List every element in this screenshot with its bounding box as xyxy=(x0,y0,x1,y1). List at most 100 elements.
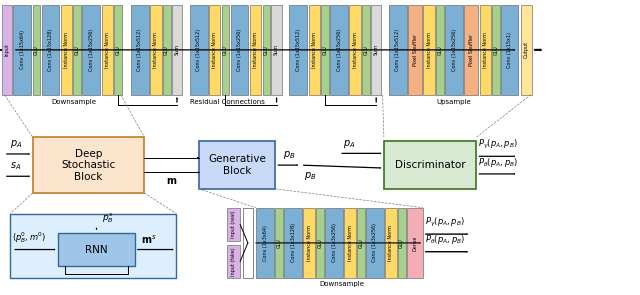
FancyBboxPatch shape xyxy=(321,5,329,95)
Text: $\mathbf{m}$: $\mathbf{m}$ xyxy=(166,176,177,186)
Text: Conv (1x15x256): Conv (1x15x256) xyxy=(452,29,456,71)
Text: $p_A$: $p_A$ xyxy=(342,137,355,150)
FancyBboxPatch shape xyxy=(58,233,135,266)
FancyBboxPatch shape xyxy=(445,5,463,95)
Text: RNN: RNN xyxy=(85,245,108,255)
Text: Deep
Stochastic
Block: Deep Stochastic Block xyxy=(61,148,116,182)
Text: GLU: GLU xyxy=(399,238,404,248)
FancyBboxPatch shape xyxy=(2,5,12,95)
FancyBboxPatch shape xyxy=(163,5,171,95)
FancyBboxPatch shape xyxy=(227,245,240,278)
Text: Downsample: Downsample xyxy=(320,281,365,287)
Text: Conv (1x15x128): Conv (1x15x128) xyxy=(48,29,53,71)
FancyBboxPatch shape xyxy=(407,208,423,278)
FancyBboxPatch shape xyxy=(227,208,240,241)
FancyBboxPatch shape xyxy=(243,208,253,278)
FancyBboxPatch shape xyxy=(492,5,500,95)
Text: GLU: GLU xyxy=(164,45,169,55)
FancyBboxPatch shape xyxy=(221,5,229,95)
FancyBboxPatch shape xyxy=(424,5,435,95)
Text: Conv (1x15x1): Conv (1x15x1) xyxy=(507,32,512,68)
Text: Sum: Sum xyxy=(274,44,279,55)
Text: GLU: GLU xyxy=(438,45,442,55)
Text: GLU: GLU xyxy=(223,45,228,55)
FancyBboxPatch shape xyxy=(366,208,384,278)
FancyBboxPatch shape xyxy=(357,208,365,278)
Text: Conv (1x15x512): Conv (1x15x512) xyxy=(396,29,401,71)
FancyBboxPatch shape xyxy=(33,5,40,95)
FancyBboxPatch shape xyxy=(150,5,162,95)
Text: Conv (1x3x256): Conv (1x3x256) xyxy=(332,223,337,263)
Text: $P_\theta(p_A,p_B)$: $P_\theta(p_A,p_B)$ xyxy=(478,156,518,169)
Text: $p_B$: $p_B$ xyxy=(304,170,317,181)
Text: Conv (1x3x64): Conv (1x3x64) xyxy=(262,225,268,261)
Text: Conv (1x15x64): Conv (1x15x64) xyxy=(20,30,25,69)
Text: Sum: Sum xyxy=(175,44,179,55)
FancyBboxPatch shape xyxy=(42,5,60,95)
Text: $p_B^s$: $p_B^s$ xyxy=(102,211,113,225)
Text: GLU: GLU xyxy=(358,238,364,248)
FancyBboxPatch shape xyxy=(479,5,491,95)
FancyBboxPatch shape xyxy=(303,208,315,278)
Text: Conv (1x15x512): Conv (1x15x512) xyxy=(196,29,201,71)
Text: GLU: GLU xyxy=(323,45,328,55)
FancyBboxPatch shape xyxy=(289,5,307,95)
Text: $P_\gamma(p_A, p_B)$: $P_\gamma(p_A, p_B)$ xyxy=(426,216,465,229)
FancyBboxPatch shape xyxy=(102,5,113,95)
Text: Pixel Shuffler: Pixel Shuffler xyxy=(469,34,474,66)
Text: Pixel Shuffler: Pixel Shuffler xyxy=(413,34,418,66)
FancyBboxPatch shape xyxy=(316,208,324,278)
FancyBboxPatch shape xyxy=(61,5,72,95)
FancyBboxPatch shape xyxy=(520,5,532,95)
FancyBboxPatch shape xyxy=(408,5,422,95)
Text: Conv (1x15x512): Conv (1x15x512) xyxy=(138,29,143,71)
FancyBboxPatch shape xyxy=(131,5,149,95)
FancyBboxPatch shape xyxy=(198,141,275,189)
Text: Sum: Sum xyxy=(374,44,379,55)
FancyBboxPatch shape xyxy=(209,5,220,95)
FancyBboxPatch shape xyxy=(230,5,248,95)
Text: Instance Norm: Instance Norm xyxy=(388,225,394,261)
FancyBboxPatch shape xyxy=(271,5,282,95)
Text: $P_\gamma(p_A,p_B)$: $P_\gamma(p_A,p_B)$ xyxy=(478,138,518,151)
FancyBboxPatch shape xyxy=(371,5,381,95)
Text: Dense: Dense xyxy=(412,235,417,251)
FancyBboxPatch shape xyxy=(349,5,361,95)
FancyBboxPatch shape xyxy=(389,5,407,95)
FancyBboxPatch shape xyxy=(330,5,348,95)
Text: GLU: GLU xyxy=(276,238,282,248)
Text: Conv (1x3x256): Conv (1x3x256) xyxy=(372,223,378,263)
Text: Input (real): Input (real) xyxy=(231,211,236,238)
Text: Conv (1x15x256): Conv (1x15x256) xyxy=(237,29,242,71)
FancyBboxPatch shape xyxy=(256,208,274,278)
FancyBboxPatch shape xyxy=(83,5,100,95)
Text: GLU: GLU xyxy=(317,238,323,248)
FancyBboxPatch shape xyxy=(262,5,270,95)
FancyBboxPatch shape xyxy=(465,5,478,95)
Text: Residual Connections: Residual Connections xyxy=(190,99,265,105)
FancyBboxPatch shape xyxy=(172,5,182,95)
FancyBboxPatch shape xyxy=(398,208,406,278)
Text: GLU: GLU xyxy=(34,45,39,55)
Text: $(p_B^0, m^0)$: $(p_B^0, m^0)$ xyxy=(12,230,46,245)
Text: GLU: GLU xyxy=(75,45,80,55)
Text: Instance Norm: Instance Norm xyxy=(212,32,217,68)
Text: Instance Norm: Instance Norm xyxy=(253,32,258,68)
FancyBboxPatch shape xyxy=(189,5,207,95)
FancyBboxPatch shape xyxy=(74,5,81,95)
Text: Output: Output xyxy=(524,41,529,58)
FancyBboxPatch shape xyxy=(33,137,145,193)
Text: Downsample: Downsample xyxy=(52,99,97,105)
Text: Generative
Block: Generative Block xyxy=(208,154,266,176)
Text: $s_A$: $s_A$ xyxy=(10,161,22,173)
FancyBboxPatch shape xyxy=(250,5,261,95)
Text: Conv (1x15x256): Conv (1x15x256) xyxy=(337,29,342,71)
FancyBboxPatch shape xyxy=(308,5,320,95)
Text: Instance Norm: Instance Norm xyxy=(348,225,353,261)
Text: Instance Norm: Instance Norm xyxy=(105,32,110,68)
Text: Conv (1x15x512): Conv (1x15x512) xyxy=(296,29,301,71)
Text: Instance Norm: Instance Norm xyxy=(64,32,69,68)
Text: Discriminator: Discriminator xyxy=(395,160,465,170)
Text: $p_B$: $p_B$ xyxy=(283,149,296,161)
Text: GLU: GLU xyxy=(364,45,369,55)
